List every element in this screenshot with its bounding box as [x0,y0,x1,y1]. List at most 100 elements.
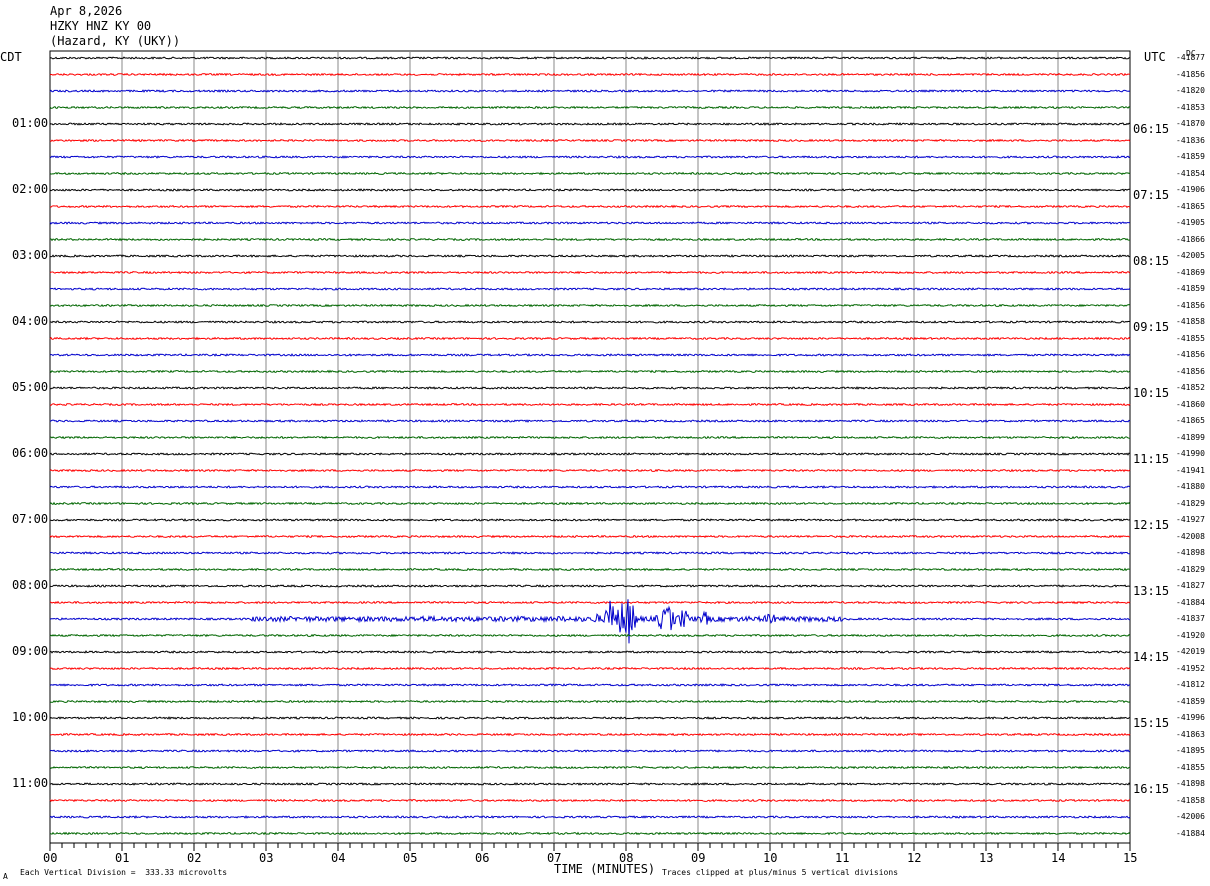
dc-offset-14: -41869 [1176,267,1205,277]
time-axis [49,843,1131,851]
trace-39 [49,683,1131,687]
dc-offset-28: -41829 [1176,498,1205,508]
dc-offset-7: -41859 [1176,152,1205,161]
dc-offset-37: -42019 [1176,647,1205,656]
x-axis-title: TIME (MINUTES) [554,862,656,876]
x-tick-label-05: 05 [403,851,418,865]
trace-32 [49,567,1131,572]
dc-offset-20: -41856 [1176,366,1205,376]
dc-offset-40: -41859 [1176,696,1205,706]
utc-hour-label: 13:15 [1133,584,1170,598]
dc-offset-9: -41906 [1176,185,1205,194]
trace-16 [49,303,1131,308]
dc-offset-32: -41829 [1176,564,1205,574]
trace-25 [49,452,1131,456]
trace-30 [49,534,1131,539]
trace-19 [49,353,1131,357]
trace-31 [49,551,1131,555]
trace-20 [49,369,1131,374]
x-tick-label-02: 02 [187,851,202,865]
trace-21 [49,386,1131,390]
trace-27 [49,485,1131,489]
dc-offset-1: -41877 [1176,53,1205,62]
clip-note: Traces clipped at plus/minus 5 vertical … [662,868,899,877]
dc-offset-44: -41855 [1176,762,1205,772]
utc-hour-label: 15:15 [1133,716,1170,730]
x-tick-label-09: 09 [691,851,706,865]
cdt-hour-label: 04:00 [12,314,49,328]
trace-9 [49,188,1131,192]
trace-33 [49,584,1131,588]
x-tick-label-06: 06 [475,851,490,865]
dc-offset-12: -41866 [1176,234,1205,244]
cdt-hour-label: 03:00 [12,248,49,262]
trace-48 [49,831,1131,836]
trace-45 [49,782,1131,786]
utc-hour-label: 10:15 [1133,386,1170,400]
trace-11 [49,221,1131,225]
trace-38 [49,666,1131,671]
x-tick-label-01: 01 [115,851,130,865]
dc-offset-5: -41870 [1176,119,1205,128]
utc-hour-label: 09:15 [1133,320,1170,334]
dc-offset-38: -41952 [1176,663,1205,673]
dc-offset-23: -41865 [1176,416,1205,425]
x-tick-label-00: 00 [43,851,58,865]
trace-22 [49,402,1131,407]
utc-hour-label: 14:15 [1133,650,1170,664]
cdt-hour-label: 05:00 [12,380,49,394]
trace-47 [49,815,1131,819]
utc-hour-label: 12:15 [1133,518,1170,532]
x-tick-label-14: 14 [1051,851,1066,865]
dc-offset-27: -41880 [1176,482,1205,491]
dc-offset-8: -41854 [1176,168,1205,178]
trace-2 [49,72,1131,77]
right-axis-label: UTC [1144,50,1166,64]
dc-offset-4: -41853 [1176,102,1205,112]
dc-offset-29: -41927 [1176,515,1205,524]
trace-12 [49,237,1131,242]
dc-label: DC [1186,49,1196,58]
dc-offset-10: -41865 [1176,201,1205,211]
x-tick-label-13: 13 [979,851,994,865]
trace-42 [49,732,1131,737]
dc-offset-39: -41812 [1176,680,1205,689]
cdt-hour-label: 07:00 [12,512,49,526]
dc-offset-25: -41990 [1176,449,1205,458]
trace-41 [49,716,1131,720]
dc-offset-33: -41827 [1176,581,1205,590]
dc-offset-15: -41859 [1176,284,1205,293]
utc-hour-label: 08:15 [1133,254,1170,268]
dc-offset-35: -41837 [1176,614,1205,623]
trace-17 [49,320,1131,324]
dc-offset-3: -41820 [1176,86,1205,95]
cdt-hour-label: 01:00 [12,116,49,130]
utc-hour-label: 16:15 [1133,782,1170,796]
trace-28 [49,501,1131,506]
trace-15 [49,287,1131,291]
x-tick-label-03: 03 [259,851,274,865]
utc-hour-label: 11:15 [1133,452,1170,466]
x-tick-label-10: 10 [763,851,778,865]
utc-hour-label: 06:15 [1133,122,1170,136]
dc-offset-21: -41852 [1176,383,1205,392]
trace-44 [49,765,1131,770]
header-date: Apr 8,2026 [50,4,123,18]
trace-13 [49,254,1131,258]
x-tick-label-07: 07 [547,851,562,865]
dc-offset-41: -41996 [1176,713,1205,722]
trace-29 [49,518,1131,522]
dc-offset-45: -41898 [1176,779,1205,788]
x-tick-label-12: 12 [907,851,922,865]
x-tick-label-08: 08 [619,851,634,865]
cdt-hour-label: 09:00 [12,644,49,658]
dc-offset-36: -41920 [1176,630,1205,640]
trace-1 [49,56,1131,60]
seismic-traces [49,56,1131,836]
dc-offset-42: -41863 [1176,729,1205,739]
dc-offset-48: -41884 [1176,828,1205,838]
minute-gridlines [49,50,1131,844]
x-tick-label-04: 04 [331,851,346,865]
cdt-hour-label: 02:00 [12,182,49,196]
